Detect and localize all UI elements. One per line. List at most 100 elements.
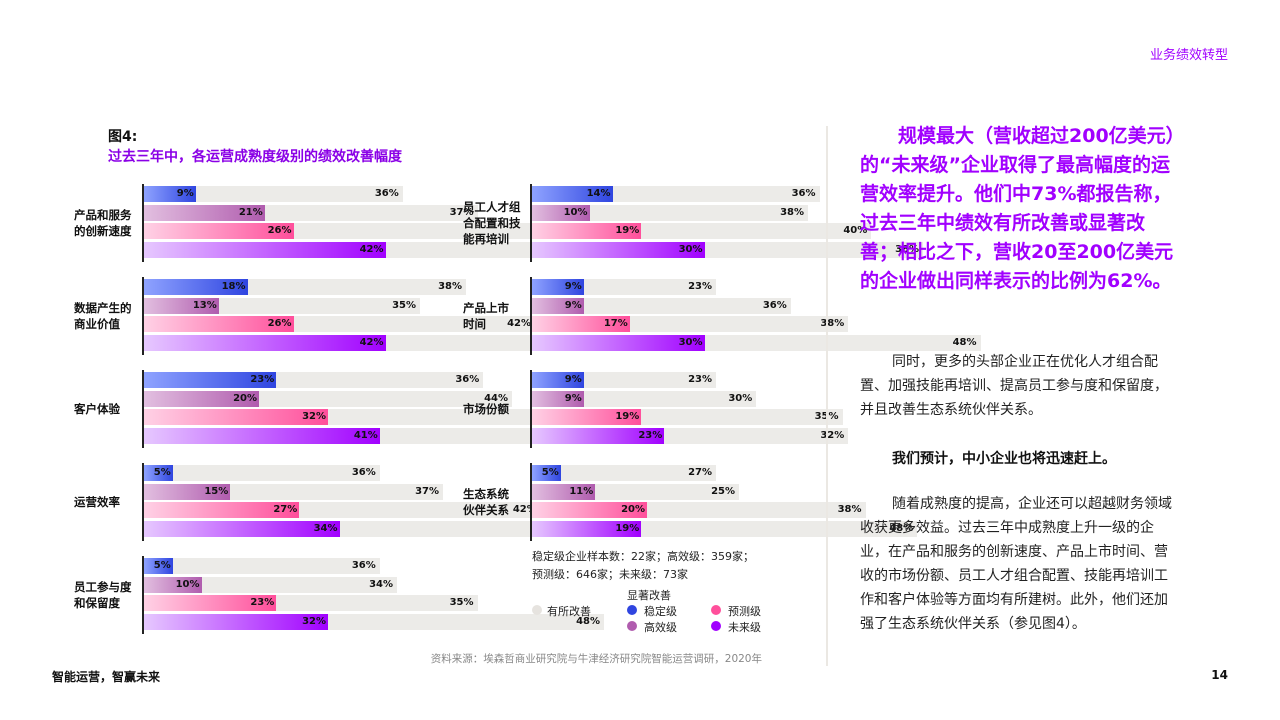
category-label: 生态系统 伙伴关系 <box>463 487 509 517</box>
category-label: 产品上市 时间 <box>463 301 509 331</box>
value-label-significant: 5% <box>153 560 171 571</box>
value-label-significant: 9% <box>564 281 582 292</box>
value-label-some: 23% <box>688 374 712 385</box>
bar-some-improvement <box>144 576 397 593</box>
bar-significant-improvement <box>532 297 584 314</box>
bar-significant-improvement <box>532 223 642 240</box>
value-label-some: 27% <box>688 467 712 478</box>
paragraph-3: 随着成熟度的提高，企业还可以超越财务领域收获更多效益。过去三年中成熟度上升一级的… <box>860 496 1172 632</box>
value-label-some: 35% <box>392 299 416 311</box>
page-number: 14 <box>1211 668 1228 682</box>
panel-axis <box>142 556 144 634</box>
bar-significant-improvement <box>144 372 277 388</box>
value-label-some: 36% <box>791 188 816 199</box>
value-label-some: 30% <box>728 392 753 404</box>
value-label-some: 38% <box>438 281 462 292</box>
value-label-significant: 30% <box>678 337 703 349</box>
value-label-significant: 10% <box>563 206 588 218</box>
value-label-significant: 18% <box>221 281 246 292</box>
legend-predictive-swatch <box>711 605 721 615</box>
bar-significant-improvement <box>144 502 300 519</box>
legend-future-swatch <box>711 621 721 631</box>
value-label-some: 37% <box>415 485 439 497</box>
bar-significant-improvement <box>144 390 259 407</box>
value-label-some: 40% <box>843 225 868 237</box>
bar-significant-improvement <box>532 409 642 426</box>
category-label: 员工人才组 合配置和技 能再培训 <box>463 200 521 246</box>
value-label-some: 42% <box>507 318 531 330</box>
value-label-significant: 10% <box>175 578 200 590</box>
bar-significant-improvement <box>144 521 340 538</box>
value-label-significant: 19% <box>615 411 640 423</box>
value-label-significant: 32% <box>302 411 326 423</box>
bar-significant-improvement <box>532 521 642 538</box>
sample-note-line1: 稳定级企业样本数：22家；高效级：359家； <box>532 550 754 563</box>
bar-significant-improvement <box>532 186 613 202</box>
paragraph-2: 我们预计，中小企业也将迅速赶上。 <box>892 451 1116 467</box>
value-label-significant: 42% <box>359 244 384 256</box>
legend-some-label: 有所改善 <box>547 605 591 618</box>
bar-significant-improvement <box>144 595 277 612</box>
panel-axis <box>142 277 144 355</box>
value-label-significant: 5% <box>153 467 171 478</box>
value-label-some: 44% <box>484 392 508 404</box>
pull-quote: 规模最大（营收超过200亿美元）的“未来级”企业取得了最高幅度的运营效率提升。他… <box>860 125 1176 292</box>
bar-significant-improvement <box>144 335 386 352</box>
category-label: 数据产生的 商业价值 <box>74 301 132 331</box>
value-label-some: 35% <box>803 409 839 425</box>
bar-some-improvement <box>532 390 757 407</box>
value-label-significant: 34% <box>313 523 338 535</box>
bar-significant-improvement <box>144 279 248 295</box>
value-label-some: 42% <box>512 504 537 516</box>
bar-significant-improvement <box>532 502 647 519</box>
value-label-significant: 23% <box>638 430 663 442</box>
bar-significant-improvement <box>144 428 380 445</box>
category-label: 员工参与度 和保留度 <box>74 580 132 610</box>
value-label-some: 34% <box>369 578 393 590</box>
bar-significant-improvement <box>532 372 584 388</box>
value-label-significant: 20% <box>233 392 257 404</box>
panel-axis <box>530 277 532 355</box>
bar-significant-improvement <box>532 204 590 221</box>
sample-note-line2: 预测级：646家；未来级：73家 <box>532 568 688 581</box>
bar-significant-improvement <box>532 390 584 407</box>
bar-significant-improvement <box>532 316 630 333</box>
panel-axis <box>530 463 532 541</box>
bar-some-improvement <box>532 204 808 221</box>
bar-significant-improvement <box>144 558 173 574</box>
value-label-some: 38% <box>837 504 862 516</box>
value-label-significant: 23% <box>250 374 275 385</box>
bar-significant-improvement <box>532 483 596 500</box>
value-label-significant: 32% <box>302 616 326 628</box>
bar-some-improvement <box>144 465 380 481</box>
bar-significant-improvement <box>144 223 294 240</box>
value-label-some: 37% <box>449 206 474 218</box>
figure-label: 图4: <box>108 129 138 145</box>
legend-title: 显著改善 <box>627 589 671 602</box>
value-label-significant: 42% <box>359 337 384 349</box>
value-label-significant: 11% <box>569 485 594 497</box>
category-label: 产品和服务 的创新速度 <box>74 208 132 238</box>
value-label-significant: 9% <box>564 374 582 385</box>
value-label-significant: 21% <box>238 206 263 218</box>
bar-significant-improvement <box>144 483 231 500</box>
value-label-significant: 14% <box>586 188 611 199</box>
bar-some-improvement <box>144 186 403 202</box>
figure-title: 过去三年中，各运营成熟度级别的绩效改善幅度 <box>108 149 402 165</box>
legend-predictive-label: 预测级 <box>728 605 761 618</box>
value-label-some: 32% <box>820 430 845 442</box>
value-label-some: 36% <box>351 467 376 478</box>
panel-axis <box>530 184 532 262</box>
bar-significant-improvement <box>532 465 561 481</box>
bar-significant-improvement <box>532 242 705 259</box>
value-label-significant: 13% <box>192 299 217 311</box>
legend-efficient-label: 高效级 <box>644 621 677 634</box>
legend-stable-swatch <box>627 605 637 615</box>
column-divider <box>826 126 828 666</box>
value-label-significant: 26% <box>267 225 292 237</box>
paragraph-1: 同时，更多的头部企业正在优化人才组合配置、加强技能再培训、提高员工参与度和保留度… <box>860 354 1168 418</box>
value-label-some: 48% <box>576 616 600 628</box>
category-label: 运营效率 <box>74 495 120 509</box>
value-label-significant: 30% <box>678 244 703 256</box>
bar-significant-improvement <box>144 614 328 631</box>
